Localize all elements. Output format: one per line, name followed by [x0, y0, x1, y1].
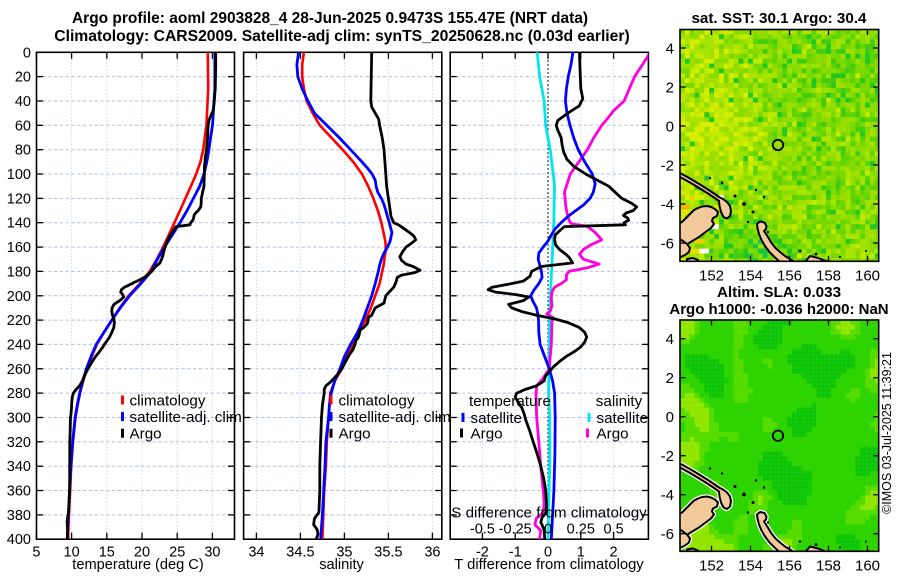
- svg-text:40: 40: [15, 94, 31, 110]
- svg-text:160: 160: [855, 267, 880, 284]
- svg-text:sat. SST: 30.1 Argo: 30.4: sat. SST: 30.1 Argo: 30.4: [691, 10, 867, 27]
- svg-text:140: 140: [7, 216, 31, 232]
- svg-text:158: 158: [816, 267, 841, 284]
- svg-text:200: 200: [7, 289, 31, 305]
- svg-text:Argo: Argo: [597, 426, 629, 443]
- svg-text:35.5: 35.5: [374, 545, 402, 561]
- svg-text:-0.25: -0.25: [499, 522, 532, 538]
- svg-text:-2: -2: [476, 545, 489, 561]
- svg-text:-0.5: -0.5: [470, 522, 495, 538]
- svg-text:0: 0: [544, 522, 552, 538]
- svg-text:satellite-adj. clim: satellite-adj. clim: [339, 409, 451, 426]
- svg-text:100: 100: [7, 167, 31, 183]
- svg-text:Argo profile: aoml 2903828_4 2: Argo profile: aoml 2903828_4 28-Jun-2025…: [72, 10, 588, 27]
- svg-text:salinity: salinity: [319, 557, 364, 573]
- svg-text:0.25: 0.25: [567, 522, 595, 538]
- svg-text:salinity: salinity: [596, 393, 643, 410]
- svg-text:280: 280: [7, 386, 31, 402]
- svg-text:220: 220: [7, 313, 31, 329]
- svg-text:temperature (deg C): temperature (deg C): [72, 557, 203, 573]
- svg-text:320: 320: [7, 435, 31, 451]
- svg-text:180: 180: [7, 264, 31, 280]
- svg-text:25: 25: [169, 545, 185, 561]
- svg-text:Argo h1000: -0.036 h2000: NaN: Argo h1000: -0.036 h2000: NaN: [669, 301, 888, 318]
- svg-text:-2: -2: [661, 158, 674, 175]
- svg-text:2: 2: [666, 370, 674, 387]
- svg-text:0.5: 0.5: [604, 522, 624, 538]
- svg-text:0: 0: [666, 409, 674, 426]
- svg-text:S difference from climatology: S difference from climatology: [451, 505, 647, 522]
- svg-text:temperature: temperature: [469, 393, 551, 410]
- svg-text:154: 154: [738, 267, 763, 284]
- svg-text:-4: -4: [661, 197, 674, 214]
- svg-text:156: 156: [777, 267, 802, 284]
- svg-text:20: 20: [134, 545, 150, 561]
- svg-text:160: 160: [7, 240, 31, 256]
- svg-text:120: 120: [7, 191, 31, 207]
- svg-text:35: 35: [336, 545, 352, 561]
- svg-text:T difference from climatology: T difference from climatology: [454, 557, 644, 573]
- svg-text:-4: -4: [661, 487, 674, 504]
- svg-text:satellite: satellite: [597, 410, 649, 427]
- svg-text:34: 34: [248, 545, 264, 561]
- svg-text:300: 300: [7, 411, 31, 427]
- svg-text:0: 0: [666, 119, 674, 136]
- svg-text:5: 5: [32, 545, 40, 561]
- svg-text:360: 360: [7, 484, 31, 500]
- svg-text:156: 156: [777, 557, 802, 574]
- svg-text:Argo: Argo: [471, 426, 503, 443]
- svg-text:©IMOS 03-Jul-2025 11:39:21: ©IMOS 03-Jul-2025 11:39:21: [880, 352, 894, 514]
- svg-text:152: 152: [699, 267, 724, 284]
- svg-text:Argo: Argo: [130, 426, 162, 443]
- svg-text:60: 60: [15, 118, 31, 134]
- svg-text:260: 260: [7, 362, 31, 378]
- svg-text:satellite-adj. clim: satellite-adj. clim: [130, 409, 242, 426]
- svg-text:80: 80: [15, 143, 31, 159]
- svg-text:36: 36: [424, 545, 440, 561]
- svg-text:152: 152: [699, 557, 724, 574]
- svg-text:satellite: satellite: [471, 410, 523, 427]
- svg-text:Climatology: CARS2009. Satelli: Climatology: CARS2009. Satellite-adj cli…: [54, 28, 629, 45]
- svg-text:240: 240: [7, 337, 31, 353]
- svg-text:154: 154: [738, 557, 763, 574]
- svg-text:160: 160: [855, 557, 880, 574]
- svg-text:20: 20: [15, 70, 31, 86]
- svg-text:30: 30: [204, 545, 220, 561]
- svg-text:2: 2: [610, 545, 618, 561]
- svg-text:-1: -1: [509, 545, 522, 561]
- svg-text:158: 158: [816, 557, 841, 574]
- svg-text:Altim. SLA: 0.033: Altim. SLA: 0.033: [717, 284, 841, 301]
- svg-text:2: 2: [666, 80, 674, 97]
- svg-text:0: 0: [544, 545, 552, 561]
- svg-text:-6: -6: [661, 526, 674, 543]
- svg-text:400: 400: [7, 532, 31, 548]
- svg-text:4: 4: [666, 331, 674, 348]
- svg-text:Argo: Argo: [339, 426, 371, 443]
- svg-text:4: 4: [666, 41, 674, 58]
- svg-text:340: 340: [7, 459, 31, 475]
- svg-text:380: 380: [7, 508, 31, 524]
- svg-text:climatology: climatology: [130, 393, 206, 410]
- svg-text:34.5: 34.5: [286, 545, 314, 561]
- svg-text:0: 0: [23, 45, 31, 61]
- svg-text:1: 1: [577, 545, 585, 561]
- svg-text:10: 10: [64, 545, 80, 561]
- svg-text:climatology: climatology: [339, 393, 415, 410]
- svg-text:-6: -6: [661, 236, 674, 253]
- svg-text:15: 15: [99, 545, 115, 561]
- svg-text:-2: -2: [661, 448, 674, 465]
